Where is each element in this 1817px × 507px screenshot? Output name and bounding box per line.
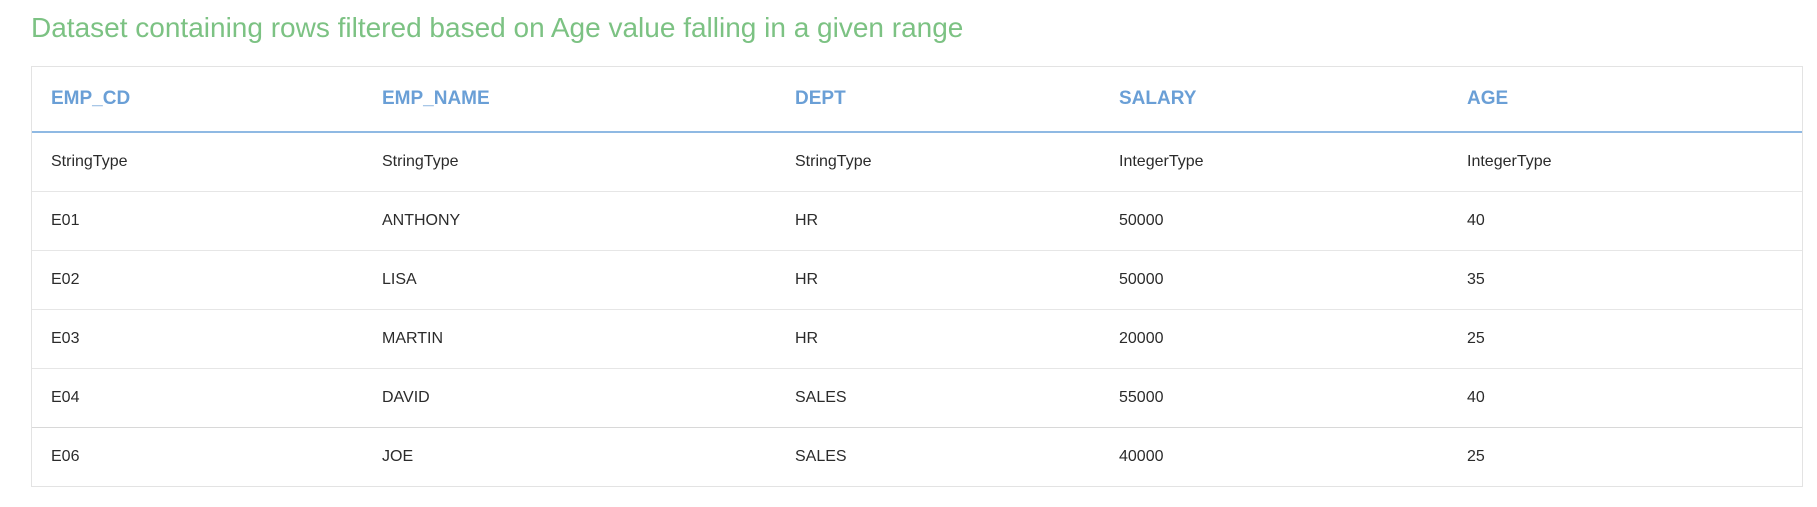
header-row: EMP_CD EMP_NAME DEPT SALARY AGE (32, 67, 1802, 133)
dataset-table: EMP_CD EMP_NAME DEPT SALARY AGE StringTy… (32, 67, 1802, 486)
cell-dept: SALES (776, 368, 1100, 428)
type-cell: StringType (776, 132, 1100, 192)
type-cell: IntegerType (1448, 132, 1802, 192)
cell-emp-name: JOE (382, 448, 414, 465)
cell-emp-cd: E04 (32, 368, 363, 428)
dataset-table-container: EMP_CD EMP_NAME DEPT SALARY AGE StringTy… (31, 66, 1803, 487)
cell-emp-name: ANTHONY (363, 191, 776, 251)
cell-dept: SALES (795, 448, 847, 465)
cell-salary: 55000 (1100, 368, 1448, 428)
cell-emp-cd: E02 (32, 250, 363, 310)
page: Dataset containing rows filtered based o… (31, 0, 1803, 487)
table-row: E06 JOE SALES 40000 25 (32, 428, 1802, 487)
type-cell: StringType (32, 132, 363, 192)
cell-age: 40 (1448, 191, 1802, 251)
cell-salary: 50000 (1100, 250, 1448, 310)
table-body: StringType StringType StringType Integer… (32, 132, 1802, 486)
cell-dept: HR (776, 309, 1100, 369)
cell-emp-cd: E03 (32, 309, 363, 369)
type-cell: IntegerType (1100, 132, 1448, 192)
cell-emp-cd: E06 (51, 448, 80, 465)
cell-emp-name: DAVID (363, 368, 776, 428)
cell-age: 25 (1467, 448, 1485, 465)
column-header-age[interactable]: AGE (1448, 67, 1802, 133)
cell-emp-name: MARTIN (363, 309, 776, 369)
cell-salary: 40000 (1119, 448, 1164, 465)
cell-age: 25 (1448, 309, 1802, 369)
column-header-emp-cd[interactable]: EMP_CD (32, 67, 363, 133)
table-row: E02 LISA HR 50000 35 (32, 250, 1802, 310)
cell-emp-cd: E01 (32, 191, 363, 251)
type-row: StringType StringType StringType Integer… (32, 132, 1802, 192)
cell-salary: 50000 (1100, 191, 1448, 251)
table-row: E01 ANTHONY HR 50000 40 (32, 191, 1802, 251)
table-row: E03 MARTIN HR 20000 25 (32, 309, 1802, 369)
cell-dept: HR (776, 191, 1100, 251)
type-cell: StringType (363, 132, 776, 192)
cell-emp-name: LISA (363, 250, 776, 310)
table-row: E04 DAVID SALES 55000 40 (32, 368, 1802, 428)
page-title: Dataset containing rows filtered based o… (31, 12, 964, 43)
cell-dept: HR (776, 250, 1100, 310)
column-header-emp-name[interactable]: EMP_NAME (363, 67, 776, 133)
cell-age: 35 (1448, 250, 1802, 310)
column-header-salary[interactable]: SALARY (1100, 67, 1448, 133)
cell-age: 40 (1448, 368, 1802, 428)
table-header: EMP_CD EMP_NAME DEPT SALARY AGE (32, 67, 1802, 133)
column-header-dept[interactable]: DEPT (776, 67, 1100, 133)
cell-salary: 20000 (1100, 309, 1448, 369)
